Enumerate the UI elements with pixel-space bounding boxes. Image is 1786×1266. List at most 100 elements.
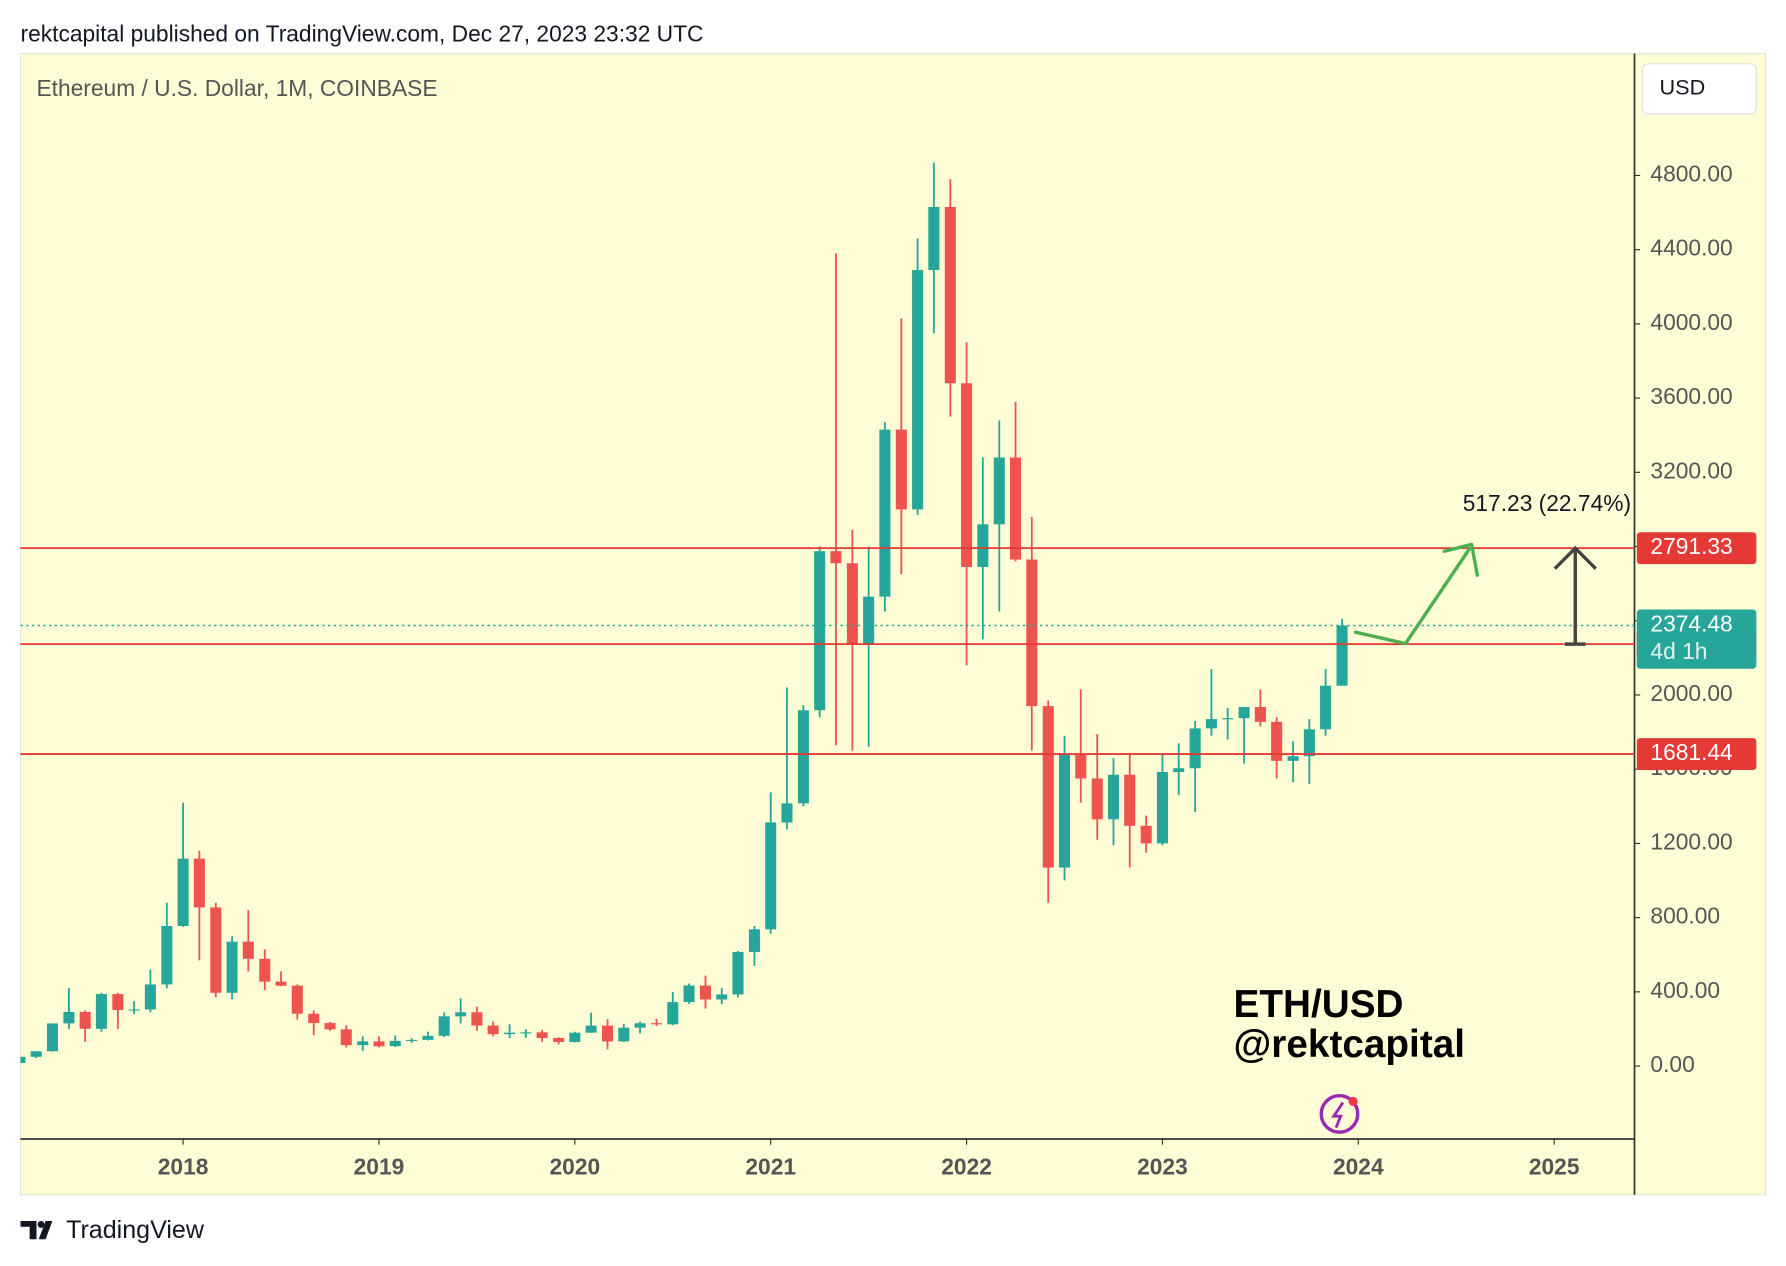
candle-body [667, 1002, 679, 1025]
footer-brand: TradingView [66, 1216, 205, 1244]
candle-body [226, 941, 238, 993]
candle-body [634, 1023, 646, 1028]
candle-body [699, 985, 712, 1000]
candle-body [259, 958, 271, 982]
candle-body [650, 1023, 663, 1025]
candle-body [1075, 754, 1087, 779]
candle-body [748, 929, 760, 952]
candle-body [1042, 706, 1054, 868]
candle-body [161, 925, 173, 985]
projection-arrow [1353, 542, 1480, 646]
y-tick-label: 3600.00 [1650, 383, 1732, 409]
candle-body [177, 858, 189, 926]
currency-label: USD [1660, 75, 1706, 100]
level-label: 1681.44 [1650, 739, 1732, 765]
candle-body [324, 1023, 336, 1030]
candle-body [242, 941, 254, 959]
candle-body [716, 994, 728, 1000]
candle-body [1303, 729, 1315, 757]
candle-body [455, 1012, 467, 1017]
candle-body [1091, 778, 1103, 820]
candle-body [1026, 559, 1038, 707]
measure-label: 517.23 (22.74%) [1463, 490, 1631, 516]
candle-body [275, 981, 287, 986]
candle-body [765, 822, 777, 930]
x-tick-label: 2024 [1333, 1154, 1384, 1180]
candle-body [732, 951, 744, 995]
candle-body [585, 1025, 597, 1033]
candle-body [1336, 625, 1348, 686]
candle-body [1156, 771, 1168, 844]
candle-body [46, 1023, 58, 1052]
candle-body [863, 596, 875, 644]
candle-body [993, 457, 1005, 525]
x-tick-label: 2019 [354, 1154, 405, 1180]
candles [20, 162, 1348, 1064]
candle-body [1189, 728, 1201, 769]
candle-body [912, 270, 924, 510]
y-tick-label: 4800.00 [1650, 160, 1732, 186]
candle-body [95, 994, 107, 1029]
x-tick-label: 2021 [745, 1154, 796, 1180]
candle-body [210, 907, 222, 993]
x-tick-label: 2022 [941, 1154, 992, 1180]
x-tick-label: 2023 [1137, 1154, 1188, 1180]
candle-body [20, 1056, 26, 1063]
tradingview-logo [20, 1221, 53, 1240]
candle-body [1010, 457, 1022, 560]
candle-body [144, 984, 156, 1010]
y-tick-label: 1200.00 [1650, 828, 1732, 854]
candle-body [193, 858, 205, 908]
candle-body [471, 1012, 483, 1026]
candle-body [879, 429, 891, 597]
measure-arrow [1553, 545, 1597, 646]
replay-icon[interactable] [1319, 1094, 1360, 1134]
candle-body [830, 551, 842, 564]
candle-body [389, 1040, 401, 1047]
currency-button[interactable] [1641, 63, 1757, 115]
x-tick-label: 2025 [1529, 1154, 1580, 1180]
candle-body [422, 1035, 434, 1040]
candle-body [291, 985, 303, 1014]
candle-body [30, 1051, 42, 1057]
candle-body [504, 1032, 516, 1035]
y-tick-label: 4400.00 [1650, 235, 1732, 261]
last-price-label: 2374.48 [1650, 611, 1732, 637]
candle-body [1205, 719, 1217, 729]
chart-title: Ethereum / U.S. Dollar, 1M, COINBASE [36, 75, 437, 101]
publish-header: rektcapital published on TradingView.com… [21, 20, 704, 46]
chart-background [19, 52, 1767, 1196]
candle-body [977, 524, 989, 567]
candle-body [63, 1011, 75, 1024]
candle-body [406, 1039, 418, 1042]
candle-body [1173, 768, 1185, 772]
candle-body [112, 994, 124, 1011]
candle-body [683, 985, 695, 1003]
candle-body [618, 1027, 630, 1042]
candle-body [1124, 774, 1136, 826]
candle-body [373, 1041, 385, 1047]
candle-body [1107, 774, 1120, 820]
candle-body [928, 206, 940, 271]
watermark-pair: ETH/USD [1234, 983, 1404, 1026]
candle-body [553, 1038, 565, 1042]
y-tick-label: 2000.00 [1650, 680, 1732, 706]
watermark-handle: @rektcapital [1234, 1023, 1465, 1066]
y-tick-label: 4000.00 [1650, 309, 1732, 335]
candle-body [308, 1013, 320, 1024]
y-tick-label: 400.00 [1650, 977, 1720, 1003]
candle-body [1271, 721, 1283, 761]
candle-body [438, 1016, 450, 1036]
candle-body [569, 1032, 581, 1042]
candle-body [1140, 825, 1152, 844]
candle-body [944, 206, 956, 384]
candle-body [520, 1032, 532, 1034]
candle-body [340, 1029, 352, 1046]
candle-body [1058, 754, 1071, 868]
candle-body [602, 1025, 614, 1042]
candle-body [1320, 685, 1332, 730]
candle-body [128, 1009, 140, 1011]
x-tick-label: 2018 [158, 1154, 209, 1180]
y-tick-label: 0.00 [1650, 1051, 1694, 1077]
